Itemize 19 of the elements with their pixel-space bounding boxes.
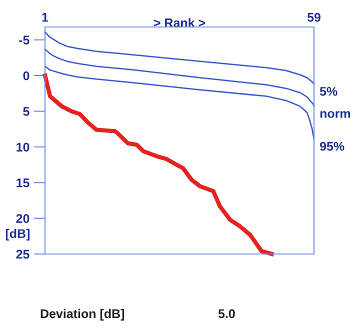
series-label: norm	[320, 111, 350, 118]
text: Deviation [dB]	[40, 308, 124, 321]
y-tick-label: 0	[23, 71, 30, 80]
line-series	[44, 48, 315, 107]
y-tick-label: 25	[16, 250, 30, 259]
line-series	[42, 73, 274, 256]
series-label: 95%	[320, 142, 344, 151]
line-series	[44, 66, 315, 140]
y-axis-title: [dB]	[6, 228, 30, 241]
text: 5.0	[218, 309, 235, 318]
x-tick-label: 59	[307, 12, 320, 22]
y-tick-label: 5	[23, 107, 30, 116]
y-tick-label: 20	[16, 214, 30, 223]
y-tick-label: 15	[16, 178, 30, 188]
x-tick-label: 1	[42, 13, 48, 22]
y-tick-label: -5	[19, 36, 30, 44]
y-tick-label: 10	[16, 142, 30, 152]
line-series	[44, 31, 315, 85]
series-label: 5%	[320, 86, 338, 96]
